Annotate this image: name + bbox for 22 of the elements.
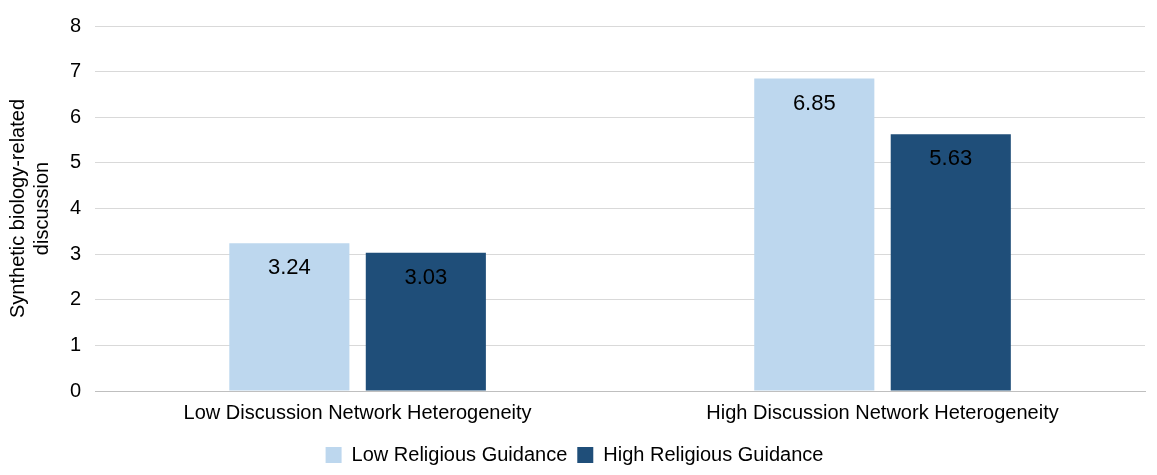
data-label: 6.85: [792, 89, 836, 115]
y-tick-label: 4: [70, 196, 82, 219]
y-tick-label: 5: [70, 150, 82, 173]
y-axis-title: Synthetic biology-related discussion: [5, 98, 52, 319]
data-label: 3.24: [267, 254, 311, 280]
x-tick-label: Low Discussion Network Heterogeneity: [183, 400, 532, 423]
data-label: 5.63: [929, 145, 973, 171]
x-tick-label: High Discussion Network Heterogeneity: [706, 400, 1059, 423]
data-label: 3.03: [404, 263, 448, 289]
bar: [229, 243, 350, 391]
y-tick-label: 6: [70, 104, 82, 127]
bar: [365, 252, 486, 391]
y-tick-label: 7: [70, 59, 82, 82]
legend-label: Low Religious Guidance: [351, 442, 568, 465]
y-tick-label: 1: [70, 332, 82, 355]
legend-label: High Religious Guidance: [603, 442, 824, 465]
y-tick-label: 2: [70, 287, 82, 310]
y-tick-label: 0: [70, 378, 82, 401]
y-tick-label: 3: [70, 241, 82, 264]
bar: [754, 78, 875, 391]
bar: [890, 134, 1011, 391]
y-tick-label: 8: [70, 13, 82, 36]
